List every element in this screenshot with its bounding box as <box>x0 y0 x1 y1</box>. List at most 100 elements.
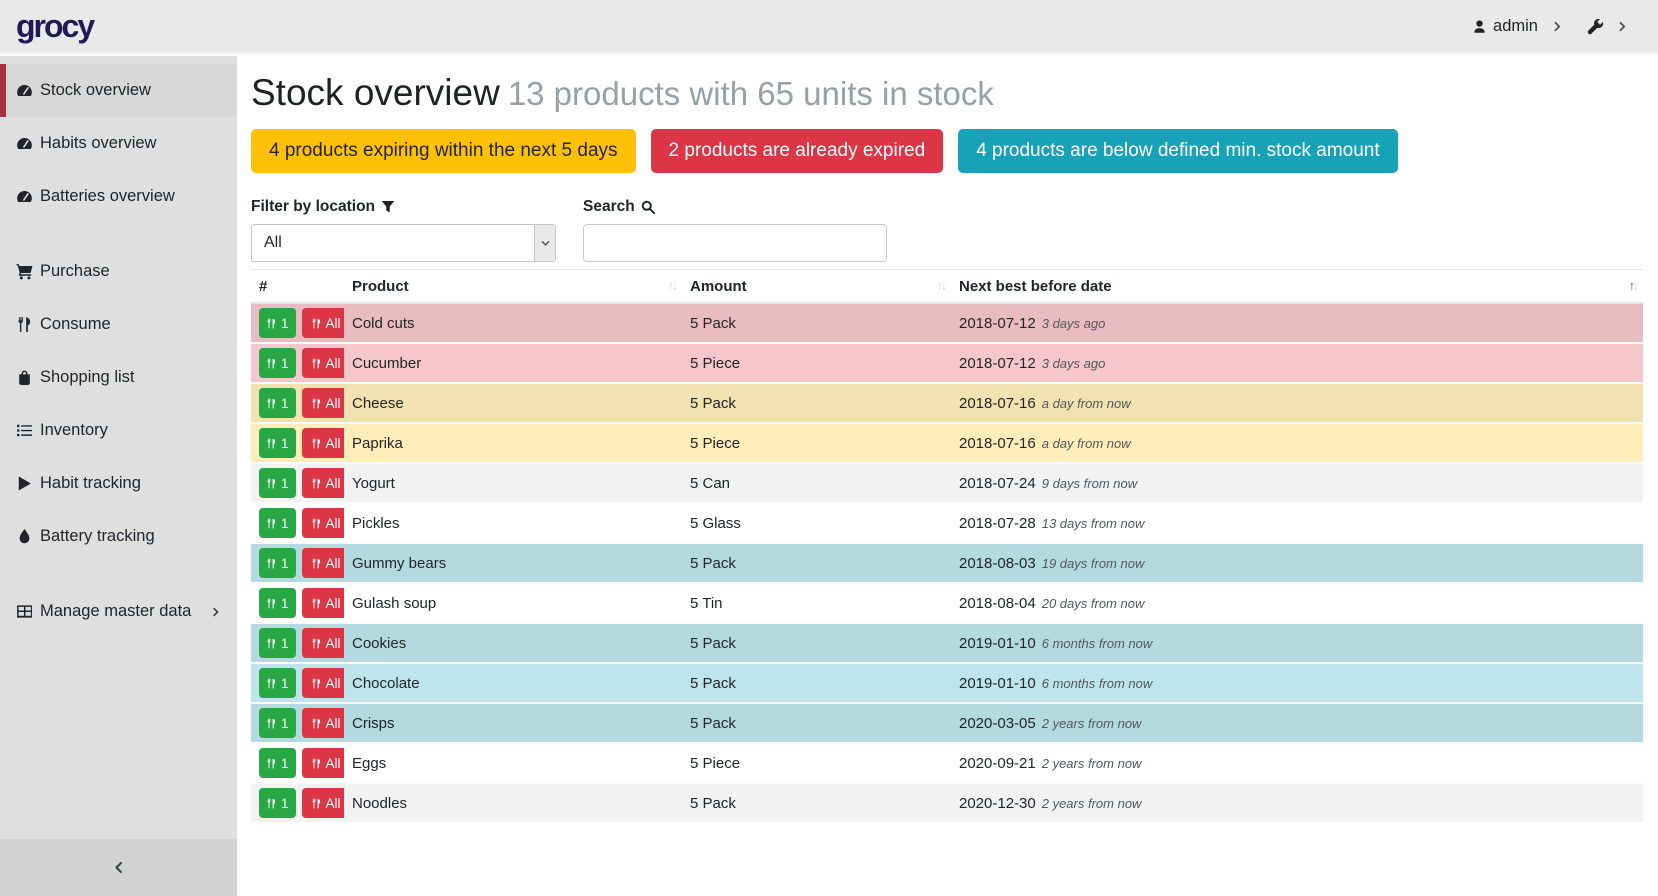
consume-all-button[interactable]: All <box>301 668 344 698</box>
amount-value: 5 Pack <box>690 794 736 812</box>
amount-value: 5 Glass <box>690 514 741 532</box>
column-header-product[interactable]: Product ↑↓ <box>344 269 682 304</box>
consume-all-button[interactable]: All <box>301 788 344 818</box>
relative-time: 6 months from now <box>1041 675 1153 691</box>
sort-icon: ↑↓ <box>668 278 678 293</box>
page-title-text: Stock overview <box>251 72 500 113</box>
sidebar-item-batteries-overview[interactable]: Batteries overview <box>0 170 237 223</box>
best-before-date: 2018-07-12 <box>959 314 1036 332</box>
consume-all-button[interactable]: All <box>301 548 344 578</box>
user-icon <box>1472 19 1487 34</box>
sidebar-item-habit-tracking[interactable]: Habit tracking <box>0 457 237 510</box>
utensils-icon <box>266 478 277 489</box>
consume-all-button[interactable]: All <box>301 348 344 378</box>
play-icon <box>16 475 33 492</box>
select-dropdown-button[interactable] <box>534 225 555 261</box>
consume-one-button[interactable]: 1 <box>259 388 296 418</box>
product-name: Noodles <box>352 794 408 812</box>
sidebar-item-label: Inventory <box>40 421 108 439</box>
consume-all-label: All <box>325 315 341 331</box>
consume-all-button[interactable]: All <box>301 628 344 658</box>
consume-one-label: 1 <box>281 795 289 811</box>
user-name: admin <box>1493 16 1538 35</box>
column-header-label: Amount <box>690 278 747 295</box>
shopping-bag-icon <box>16 369 33 386</box>
column-header-best-before-date[interactable]: Next best before date ↑↓ <box>951 269 1643 304</box>
top-bar: grocy admin <box>0 0 1658 54</box>
utensils-icon <box>311 318 322 329</box>
chevron-right-icon <box>211 607 221 617</box>
consume-one-button[interactable]: 1 <box>259 668 296 698</box>
consume-one-button[interactable]: 1 <box>259 348 296 378</box>
tachometer-icon <box>16 188 33 205</box>
location-filter-select[interactable]: All <box>251 224 556 262</box>
consume-one-button[interactable]: 1 <box>259 708 296 738</box>
location-filter-value: All <box>264 234 282 251</box>
consume-one-label: 1 <box>281 555 289 571</box>
consume-one-button[interactable]: 1 <box>259 428 296 458</box>
product-name: Pickles <box>352 514 400 532</box>
utensils-icon <box>311 478 322 489</box>
consume-all-button[interactable]: All <box>301 468 344 498</box>
settings-menu[interactable] <box>1587 18 1628 35</box>
consume-one-label: 1 <box>281 515 289 531</box>
sidebar-item-habits-overview[interactable]: Habits overview <box>0 117 237 170</box>
column-header-actions: # <box>251 269 344 304</box>
column-header-label: Next best before date <box>959 278 1112 295</box>
consume-all-button[interactable]: All <box>301 428 344 458</box>
relative-time: 13 days from now <box>1041 515 1145 531</box>
relative-time: 3 days ago <box>1041 355 1106 371</box>
relative-time: 9 days from now <box>1041 475 1138 491</box>
utensils-icon <box>311 598 322 609</box>
utensils-icon <box>266 718 277 729</box>
consume-one-button[interactable]: 1 <box>259 508 296 538</box>
relative-time: 20 days from now <box>1041 595 1145 611</box>
sidebar-item-label: Consume <box>40 315 111 333</box>
consume-all-label: All <box>325 755 341 771</box>
best-before-date: 2019-01-10 <box>959 634 1036 652</box>
user-menu[interactable]: admin <box>1472 17 1563 36</box>
best-before-date: 2018-07-24 <box>959 474 1036 492</box>
filter-bar: Filter by location All Search <box>251 198 1643 262</box>
sidebar-item-consume[interactable]: Consume <box>0 298 237 351</box>
search-icon <box>641 200 655 214</box>
consume-one-button[interactable]: 1 <box>259 308 296 338</box>
consume-all-button[interactable]: All <box>301 748 344 778</box>
consume-all-button[interactable]: All <box>301 308 344 338</box>
consume-all-button[interactable]: All <box>301 388 344 418</box>
consume-one-button[interactable]: 1 <box>259 748 296 778</box>
consume-one-button[interactable]: 1 <box>259 628 296 658</box>
consume-one-button[interactable]: 1 <box>259 588 296 618</box>
sidebar-item-shopping-list[interactable]: Shopping list <box>0 351 237 404</box>
sidebar-item-stock-overview[interactable]: Stock overview <box>0 64 237 117</box>
table-row: 1 All Crisps 5 Pack 2020-03-05 2 years fr… <box>251 703 1643 743</box>
table-row: 1 All Chocolate 5 Pack 2019-01-10 6 month… <box>251 663 1643 703</box>
filter-icon <box>381 200 395 214</box>
search-input[interactable] <box>583 224 887 262</box>
consume-one-button[interactable]: 1 <box>259 548 296 578</box>
page-subtitle: 13 products with 65 units in stock <box>507 75 994 112</box>
consume-all-button[interactable]: All <box>301 708 344 738</box>
sidebar-item-purchase[interactable]: Purchase <box>0 245 237 298</box>
relative-time: 2 years from now <box>1041 795 1142 811</box>
consume-one-label: 1 <box>281 435 289 451</box>
sidebar-item-label: Habit tracking <box>40 474 141 492</box>
amount-value: 5 Pack <box>690 554 736 572</box>
utensils-icon <box>266 318 277 329</box>
sidebar-item-battery-tracking[interactable]: Battery tracking <box>0 510 237 563</box>
sidebar-item-manage-master-data[interactable]: Manage master data <box>0 585 237 638</box>
consume-one-button[interactable]: 1 <box>259 788 296 818</box>
column-header-amount[interactable]: Amount ↑↓ <box>682 269 951 304</box>
sidebar-collapse-button[interactable] <box>0 839 237 896</box>
wrench-icon <box>1587 18 1604 35</box>
consume-one-button[interactable]: 1 <box>259 468 296 498</box>
sidebar-item-label: Stock overview <box>40 81 151 99</box>
chevron-left-icon <box>112 861 125 874</box>
consume-all-button[interactable]: All <box>301 588 344 618</box>
tachometer-icon <box>16 82 33 99</box>
sidebar-item-inventory[interactable]: Inventory <box>0 404 237 457</box>
consume-all-button[interactable]: All <box>301 508 344 538</box>
utensils-icon <box>266 758 277 769</box>
amount-value: 5 Piece <box>690 754 741 772</box>
utensils-icon <box>311 678 322 689</box>
